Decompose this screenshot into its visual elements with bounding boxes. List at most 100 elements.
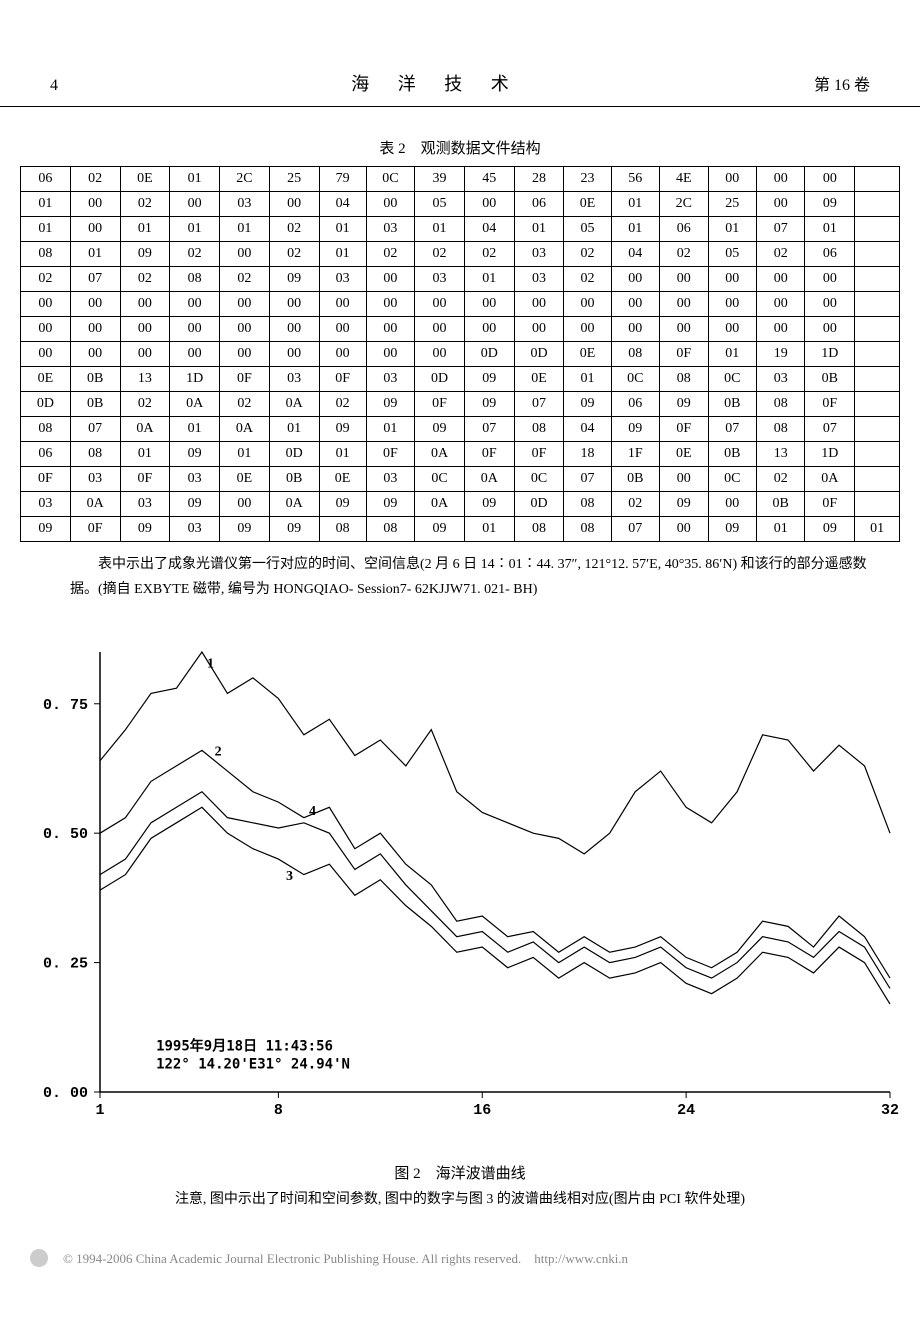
table-cell: 0D — [415, 367, 465, 392]
table-cell: 00 — [21, 317, 71, 342]
table-cell — [855, 192, 900, 217]
table-cell: 03 — [70, 467, 120, 492]
table-footnote: 表中示出了成象光谱仪第一行对应的时间、空间信息(2 月 6 日 14∶01∶44… — [0, 542, 920, 622]
table-cell: 07 — [70, 267, 120, 292]
table-cell: 02 — [366, 242, 414, 267]
table-cell: 01 — [708, 342, 756, 367]
table-cell: 09 — [464, 492, 514, 517]
table-cell: 00 — [170, 292, 220, 317]
table-cell: 03 — [514, 242, 564, 267]
table-cell: 0B — [708, 392, 756, 417]
table-cell: 00 — [464, 317, 514, 342]
table-cell: 00 — [464, 292, 514, 317]
table-cell: 0A — [415, 492, 465, 517]
table-cell: 07 — [805, 417, 855, 442]
table-cell: 09 — [415, 517, 465, 542]
table-cell: 02 — [269, 242, 319, 267]
table-cell: 0C — [708, 467, 756, 492]
table-cell: 08 — [611, 342, 659, 367]
table-cell: 0E — [120, 167, 170, 192]
spectrum-chart: 0. 000. 250. 500. 751816243212431995年9月1… — [20, 632, 900, 1142]
table-row: 01000200030004000500060E012C250009 — [21, 192, 900, 217]
table-cell: 02 — [220, 267, 270, 292]
table-row: 0000000000000000000D0D0E080F01191D — [21, 342, 900, 367]
table-cell: 04 — [611, 242, 659, 267]
table-cell: 00 — [366, 342, 414, 367]
table-cell: 01 — [464, 267, 514, 292]
table-cell: 00 — [120, 317, 170, 342]
table-cell: 01 — [805, 217, 855, 242]
table-cell: 00 — [415, 317, 465, 342]
table-cell: 01 — [70, 242, 120, 267]
table-cell: 0A — [170, 392, 220, 417]
table-cell: 06 — [660, 217, 708, 242]
table-cell: 09 — [415, 417, 465, 442]
table-cell: 01 — [415, 217, 465, 242]
table-row: 06080109010D010F0A0F0F181F0E0B131D — [21, 442, 900, 467]
table-cell: 09 — [366, 392, 414, 417]
table-cell: 01 — [170, 217, 220, 242]
table-cell — [855, 317, 900, 342]
table-cell: 0E — [514, 367, 564, 392]
table-cell: 05 — [708, 242, 756, 267]
table-cell: 01 — [220, 442, 270, 467]
table-cell: 01 — [21, 192, 71, 217]
data-table: 06020E012C25790C39452823564E000000010002… — [20, 166, 900, 542]
table-cell: 00 — [660, 317, 708, 342]
table-cell: 02 — [120, 192, 170, 217]
svg-text:0. 00: 0. 00 — [43, 1085, 88, 1102]
table-cell: 02 — [120, 392, 170, 417]
table-row: 0000000000000000000000000000000000 — [21, 292, 900, 317]
table-cell: 0A — [120, 417, 170, 442]
table-cell: 09 — [660, 392, 708, 417]
table-cell: 00 — [120, 292, 170, 317]
table-cell: 0A — [464, 467, 514, 492]
table-cell: 01 — [319, 217, 366, 242]
table-cell: 28 — [514, 167, 564, 192]
table-cell: 00 — [170, 317, 220, 342]
table-cell: 0B — [756, 492, 804, 517]
table-cell: 02 — [120, 267, 170, 292]
table-cell: 0F — [660, 342, 708, 367]
table-cell: 02 — [464, 242, 514, 267]
table-cell: 01 — [120, 217, 170, 242]
table-cell: 02 — [756, 242, 804, 267]
table-cell: 0F — [70, 517, 120, 542]
table-cell: 00 — [366, 317, 414, 342]
table-cell: 00 — [756, 292, 804, 317]
svg-text:1: 1 — [95, 1102, 104, 1119]
table-cell: 03 — [170, 517, 220, 542]
table-cell — [855, 267, 900, 292]
table-cell: 02 — [319, 392, 366, 417]
table-cell: 25 — [269, 167, 319, 192]
table-cell: 0C — [708, 367, 756, 392]
table-row: 0207020802090300030103020000000000 — [21, 267, 900, 292]
table-cell — [855, 342, 900, 367]
table-cell: 02 — [756, 467, 804, 492]
table-cell: 00 — [220, 317, 270, 342]
table-cell — [855, 467, 900, 492]
table-cell: 1F — [611, 442, 659, 467]
table-cell: 00 — [70, 192, 120, 217]
table-cell: 01 — [269, 417, 319, 442]
table-cell: 03 — [756, 367, 804, 392]
figure-note: 注意, 图中示出了时间和空间参数, 图中的数字与图 3 的波谱曲线相对应(图片由… — [0, 1188, 920, 1208]
table-cell: 09 — [708, 517, 756, 542]
table-cell — [855, 392, 900, 417]
table-cell: 2C — [660, 192, 708, 217]
table-cell: 09 — [120, 242, 170, 267]
table-cell: 00 — [415, 292, 465, 317]
table-cell: 05 — [564, 217, 611, 242]
table-cell: 00 — [21, 292, 71, 317]
table-cell: 00 — [708, 317, 756, 342]
table-cell: 00 — [660, 517, 708, 542]
table-cell: 02 — [660, 242, 708, 267]
table-cell: 09 — [21, 517, 71, 542]
table-cell: 0F — [514, 442, 564, 467]
table-cell: 00 — [708, 167, 756, 192]
table-cell: 01 — [564, 367, 611, 392]
table-cell: 01 — [170, 167, 220, 192]
table-cell: 06 — [611, 392, 659, 417]
table-cell: 00 — [269, 342, 319, 367]
page-number: 4 — [50, 77, 58, 95]
